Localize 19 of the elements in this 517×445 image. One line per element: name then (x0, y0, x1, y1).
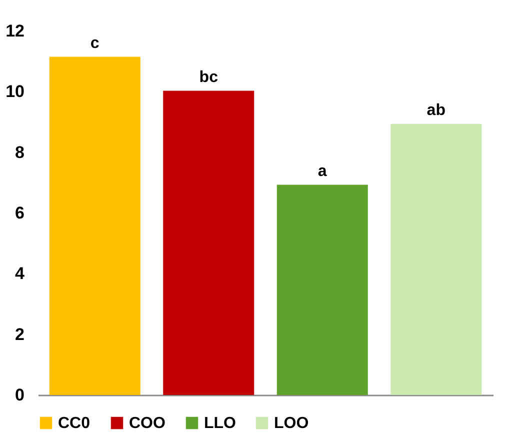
legend-label: LOO (274, 415, 309, 432)
bar (276, 184, 368, 395)
y-tick-label: 12 (6, 22, 24, 40)
legend-label: COO (129, 415, 166, 432)
bar (49, 56, 140, 395)
legend-label: LLO (204, 415, 236, 432)
y-tick-label: 10 (6, 82, 24, 102)
data-label: bc (199, 68, 218, 86)
y-tick-label: 6 (15, 204, 24, 222)
legend-label: CC0 (58, 415, 90, 432)
bar (390, 124, 482, 395)
y-tick-label: 2 (15, 324, 24, 344)
data-label: a (318, 162, 327, 180)
y-tick-label: 0 (15, 386, 24, 404)
data-label: ab (426, 102, 446, 119)
y-tick-label: 4 (15, 264, 26, 284)
bar (163, 90, 254, 395)
y-tick-label: 8 (15, 142, 24, 162)
data-label: c (90, 34, 100, 52)
